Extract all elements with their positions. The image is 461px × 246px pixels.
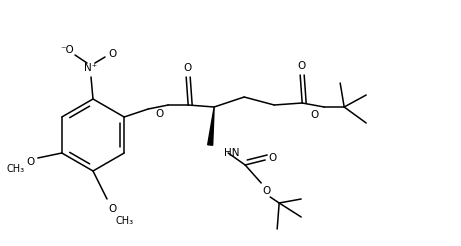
Text: O: O — [268, 153, 276, 163]
Text: CH₃: CH₃ — [7, 164, 25, 174]
Text: O: O — [262, 186, 270, 196]
Polygon shape — [208, 107, 214, 145]
Text: CH₃: CH₃ — [116, 216, 134, 226]
Text: O: O — [297, 61, 305, 71]
Text: O: O — [183, 63, 191, 73]
Text: ⁻O: ⁻O — [60, 45, 74, 55]
Text: O: O — [155, 109, 163, 119]
Text: O: O — [108, 204, 116, 214]
Text: HN: HN — [224, 148, 240, 158]
Text: O: O — [108, 49, 116, 59]
Text: N⁺: N⁺ — [84, 63, 98, 73]
Text: O: O — [27, 157, 35, 167]
Text: O: O — [310, 110, 318, 120]
